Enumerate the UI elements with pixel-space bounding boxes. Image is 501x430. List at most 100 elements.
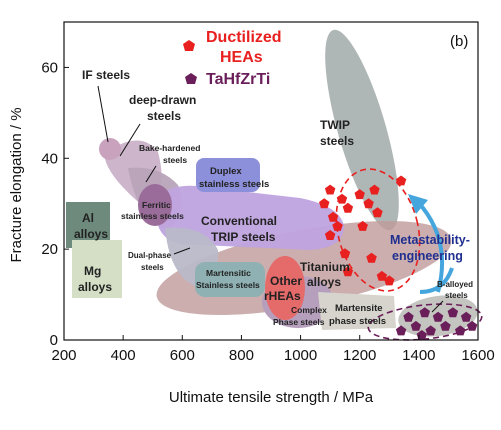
legend-marker-ductilized-heas xyxy=(183,40,195,51)
label-complex-2: Phase steels xyxy=(273,317,325,327)
legend-label-ductilized: Ductilized xyxy=(206,29,282,46)
data-point-ductilized-heas xyxy=(354,189,365,200)
label-if-steels: IF steels xyxy=(82,68,130,82)
label-bake-1: Bake-hardened xyxy=(139,143,200,153)
y-tick-label: 60 xyxy=(41,59,58,76)
label-trip-1: Conventional xyxy=(201,214,277,228)
data-markers xyxy=(319,175,478,340)
metastability-arrow-2 xyxy=(419,267,454,294)
region-martensitic-stainless-steels xyxy=(195,262,265,297)
x-tick-label: 1400 xyxy=(402,347,435,364)
metastability-arrow-head xyxy=(408,194,428,214)
x-tick-label: 400 xyxy=(111,347,136,364)
data-point-ductilized-heas xyxy=(395,175,407,186)
data-point-tahfzrti xyxy=(410,320,422,331)
label-martensitic-1: Martensitic xyxy=(206,268,251,278)
data-point-ductilized-heas xyxy=(384,275,395,286)
legend: Ductilized HEAs TaHfZrTi xyxy=(183,29,282,88)
label-martensite-1: Martensite xyxy=(335,303,383,314)
data-point-ductilized-heas xyxy=(336,193,348,204)
data-point-tahfzrti xyxy=(460,311,472,322)
data-point-ductilized-heas xyxy=(342,202,354,213)
pointer-b-alloyed xyxy=(431,300,444,313)
hea-highlight-ring xyxy=(335,168,421,292)
label-al-1: Al xyxy=(82,211,94,225)
label-martensitic-2: Stainless steels xyxy=(196,280,260,290)
plot-frame xyxy=(63,21,479,341)
data-point-ductilized-heas xyxy=(339,248,351,259)
x-tick-label: 1000 xyxy=(284,347,317,364)
region-labels: IF steels deep-drawn steels Bake-hardene… xyxy=(74,68,473,327)
data-point-ductilized-heas xyxy=(366,252,377,263)
y-tick-label: 40 xyxy=(41,150,58,167)
legend-label-heas: HEAs xyxy=(220,49,263,66)
data-point-ductilized-heas xyxy=(319,198,330,209)
panel-label: (b) xyxy=(450,33,468,50)
label-metastability-1: Metastability- xyxy=(390,233,470,247)
region-other-rheas xyxy=(265,256,305,320)
label-titanium-2: alloys xyxy=(307,275,341,289)
label-martensite-2: phase steels xyxy=(329,316,386,327)
data-point-tahfzrti xyxy=(395,325,407,336)
x-tick-label: 1600 xyxy=(461,347,494,364)
label-duplex-2: stainless steels xyxy=(199,179,269,190)
data-point-tahfzrti xyxy=(455,325,466,336)
data-point-ductilized-heas xyxy=(327,211,339,222)
label-metastability-2: engineering xyxy=(392,249,463,263)
label-al-2: alloys xyxy=(74,227,108,241)
pointer-dual xyxy=(173,247,191,255)
property-regions xyxy=(66,29,483,341)
region-ferritic-stainless-steels xyxy=(138,184,172,226)
data-point-ductilized-heas xyxy=(369,184,380,195)
label-dual-1: Dual-phase xyxy=(128,251,172,260)
data-point-ductilized-heas xyxy=(324,184,336,195)
legend-label-tahfzrti: TaHfZrTi xyxy=(206,71,270,88)
region-martensite-phase-steels xyxy=(318,292,396,330)
pointer-if-steels xyxy=(97,85,109,143)
x-tick-label: 200 xyxy=(51,347,76,364)
data-point-ductilized-heas xyxy=(342,266,354,277)
region-duplex-stainless-steels xyxy=(196,158,260,192)
label-dual-2: steels xyxy=(141,263,164,272)
region-conventional-trip-steels xyxy=(155,185,344,250)
tahfzrti-highlight-ring xyxy=(367,303,483,341)
data-point-tahfzrti xyxy=(440,320,451,331)
region-if-steels xyxy=(99,138,121,160)
data-point-ductilized-heas xyxy=(376,270,388,281)
label-ferritic-1: Ferritic xyxy=(142,200,171,210)
label-complex-1: Complex xyxy=(291,305,327,315)
data-point-ductilized-heas xyxy=(363,198,374,209)
label-twip-2: steels xyxy=(320,134,354,148)
data-point-tahfzrti xyxy=(403,311,414,322)
data-point-tahfzrti xyxy=(425,325,436,336)
label-rheas-1: Other xyxy=(270,274,302,288)
region-mg-alloys xyxy=(72,240,122,298)
region-twip-steels xyxy=(325,29,399,231)
label-ferritic-2: stainless steels xyxy=(121,211,184,221)
label-duplex-1: Duplex xyxy=(210,166,242,177)
label-mg-2: alloys xyxy=(78,280,112,294)
x-tick-label: 600 xyxy=(170,347,195,364)
pointer-bake xyxy=(145,165,157,183)
data-point-ductilized-heas xyxy=(332,220,343,231)
pointer-deep-drawn xyxy=(119,123,141,157)
x-axis-ticks: 200 400 600 800 1000 1200 1400 1600 xyxy=(51,335,495,364)
data-point-tahfzrti xyxy=(466,320,478,331)
label-b-alloyed-2: steels xyxy=(445,291,468,300)
data-point-ductilized-heas xyxy=(357,220,368,231)
x-tick-label: 1200 xyxy=(343,347,376,364)
label-b-alloyed-1: B-alloyed xyxy=(437,280,473,289)
label-rheas-2: rHEAs xyxy=(264,289,301,303)
label-bake-2: steels xyxy=(163,155,187,165)
data-point-tahfzrti xyxy=(419,307,430,318)
label-mg-1: Mg xyxy=(84,264,101,278)
metastability-arrow xyxy=(416,200,445,293)
label-deep-drawn-1: deep-drawn xyxy=(129,93,196,107)
label-twip-1: TWIP xyxy=(320,118,350,132)
label-trip-2: TRIP steels xyxy=(211,230,276,244)
y-axis-ticks: 0 20 40 60 xyxy=(41,59,69,349)
data-point-tahfzrti xyxy=(432,311,444,322)
y-axis-label: Fracture elongation / % xyxy=(8,107,25,262)
